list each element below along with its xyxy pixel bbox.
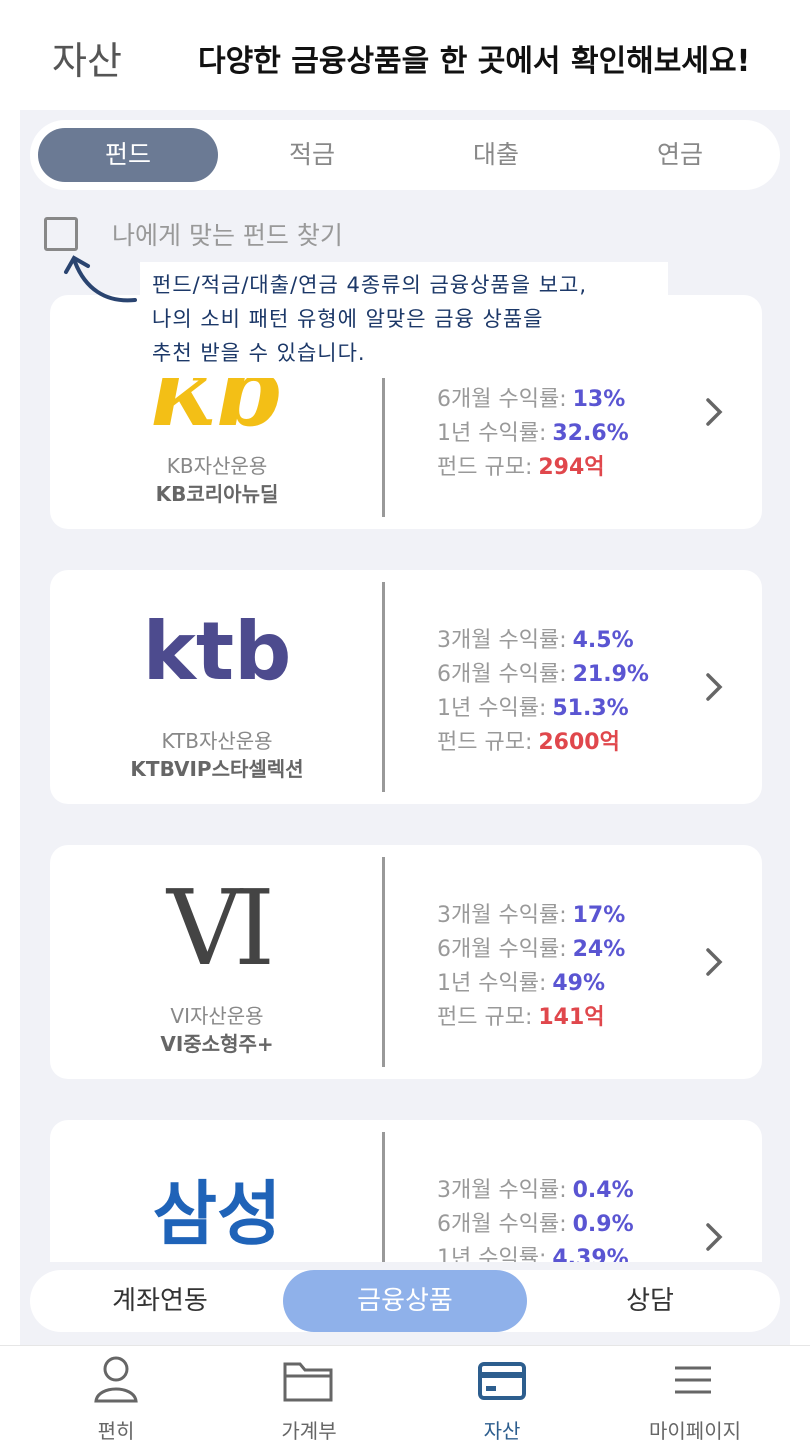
annotation-line: 펀드/적금/대출/연금 4종류의 금융상품을 보고, — [152, 273, 588, 297]
chevron[interactable] — [702, 670, 726, 704]
nav-item[interactable]: 가계부 — [209, 1345, 409, 1443]
stat-label: 펀드 규모: — [437, 455, 533, 480]
segment-control: 계좌연동 금융상품 상담 — [30, 1270, 780, 1332]
fund-stat: 3개월 수익률: 4.5% — [437, 622, 634, 654]
stat-value: 0.9% — [572, 1212, 634, 1237]
fund-stat: 1년 수익률: 32.6% — [437, 415, 629, 447]
nav-item[interactable]: 편히 — [16, 1345, 216, 1443]
chevron[interactable] — [702, 1220, 726, 1254]
stat-value: 32.6% — [552, 421, 629, 446]
stat-label: 6개월 수익률: — [437, 1212, 567, 1237]
nav-label: 편히 — [97, 1419, 135, 1443]
fund-logo: 삼성 — [152, 1173, 282, 1255]
filter-checkbox[interactable] — [44, 217, 78, 251]
fund-stat: 펀드 규모: 2600억 — [437, 724, 620, 756]
stat-label: 6개월 수익률: — [437, 387, 567, 412]
stat-label: 펀드 규모: — [437, 730, 533, 755]
fund-stat: 1년 수익률: 4.39% — [437, 1240, 629, 1262]
card-divider — [382, 857, 385, 1067]
fund-stat: 3개월 수익률: 0.4% — [437, 1172, 634, 1204]
stat-label: 6개월 수익률: — [437, 662, 567, 687]
fund-stat: 6개월 수익률: 0.9% — [437, 1206, 634, 1238]
fund-stat: 펀드 규모: 294억 — [437, 449, 605, 481]
fund-stat: 1년 수익률: 49% — [437, 965, 605, 997]
fund-name: VI중소형주+ — [160, 1032, 274, 1056]
stat-label: 6개월 수익률: — [437, 937, 567, 962]
fund-stat: 6개월 수익률: 21.9% — [437, 656, 649, 688]
nav-item[interactable]: 마이페이지 — [595, 1345, 795, 1443]
stat-label: 1년 수익률: — [437, 696, 547, 721]
fund-company: VI자산운용 — [170, 1004, 264, 1028]
fund-stat: 6개월 수익률: 24% — [437, 931, 625, 963]
annotation-arrow — [64, 255, 137, 303]
filter-label[interactable]: 나에게 맞는 펀드 찾기 — [112, 221, 343, 250]
stat-value: 13% — [572, 387, 626, 412]
nav-icon-folder — [283, 1362, 333, 1402]
nav-divider — [0, 1345, 810, 1346]
stat-label: 펀드 규모: — [437, 1005, 533, 1030]
fund-stat: 3개월 수익률: 17% — [437, 897, 625, 929]
stat-value: 0.4% — [572, 1178, 634, 1203]
fund-list: kbKB자산운용KB코리아뉴딜3개월 수익률:4.4%6개월 수익률:13%1년… — [20, 200, 790, 1262]
fund-stat: 1년 수익률: 51.3% — [437, 690, 629, 722]
nav-icon-person — [94, 1356, 138, 1403]
fund-logo: VI — [166, 867, 275, 989]
fund-company: KB자산운용 — [166, 454, 268, 478]
stat-value: 2600억 — [538, 730, 620, 755]
nav-item[interactable]: 자산 — [402, 1345, 602, 1443]
segment[interactable]: 계좌연동 — [112, 1286, 208, 1316]
fund-card[interactable]: ktb KTB자산운용 KTBVIP스타셀렉션 3개월 수익률: 4.5% 6개월 수익률… — [50, 570, 762, 804]
stat-value: 49% — [552, 971, 606, 996]
card-divider — [382, 582, 385, 792]
stat-label: 3개월 수익률: — [437, 903, 567, 928]
stat-label: 1년 수익률: — [437, 421, 547, 446]
stat-value: 51.3% — [552, 696, 629, 721]
stat-value: 141억 — [538, 1005, 605, 1030]
fund-card[interactable]: VI VI자산운용 VI중소형주+ 3개월 수익률: 17% 6개월 수익률: 24% 1년 … — [50, 845, 762, 1079]
stat-value: 21.9% — [572, 662, 649, 687]
segment[interactable]: 상담 — [626, 1286, 674, 1316]
stat-value: 4.5% — [572, 628, 634, 653]
category-tab[interactable]: 펀드 — [38, 128, 218, 182]
category-tab[interactable]: 대출 — [472, 140, 519, 169]
chevron[interactable] — [702, 395, 726, 429]
chevron[interactable] — [702, 945, 726, 979]
card-divider — [382, 307, 385, 517]
fund-stat: 펀드 규모: 141억 — [437, 999, 605, 1031]
nav-label: 자산 — [483, 1419, 521, 1443]
annotation-line: 나의 소비 패턴 유형에 알맞은 금융 상품을 — [152, 307, 544, 331]
fund-card[interactable]: 삼성 3개월 수익률: 0.4% 6개월 수익률: 0.9% 1년 수익률: 4.39% — [50, 1120, 762, 1262]
stat-value: 4.39% — [552, 1246, 629, 1262]
fund-logo: ktb — [142, 605, 292, 698]
fund-company: KTB자산운용 — [161, 729, 273, 753]
category-tabs: 펀드 적금 대출 연금 — [30, 120, 780, 190]
stat-value: 24% — [572, 937, 626, 962]
fund-name: KB코리아뉴딜 — [155, 482, 279, 506]
category-tab[interactable]: 연금 — [656, 140, 703, 169]
stat-label: 3개월 수익률: — [437, 628, 567, 653]
stat-label: 3개월 수익률: — [437, 1178, 567, 1203]
stat-value: 294억 — [538, 455, 605, 480]
stat-value: 17% — [572, 903, 626, 928]
fund-stat: 6개월 수익률: 13% — [437, 381, 625, 413]
header-caption: 다양한 금융상품을 한 곳에서 확인해보세요! — [198, 44, 751, 79]
segment[interactable]: 금융상품 — [283, 1270, 527, 1332]
annotation: 펀드/적금/대출/연금 4종류의 금융상품을 보고, 나의 소비 패턴 유형에 알… — [140, 262, 668, 378]
fund-name: KTBVIP스타셀렉션 — [130, 757, 304, 781]
nav-label: 마이페이지 — [649, 1419, 741, 1443]
card-divider — [382, 1132, 385, 1262]
nav-icon-card — [478, 1362, 526, 1400]
annotation-line: 추천 받을 수 있습니다. — [152, 341, 366, 365]
nav-label: 가계부 — [281, 1419, 337, 1443]
stat-label: 1년 수익률: — [437, 971, 547, 996]
page-title: 자산 — [52, 39, 122, 83]
nav-icon-menu — [675, 1366, 711, 1394]
category-tab[interactable]: 적금 — [288, 140, 335, 169]
stat-label: 1년 수익률: — [437, 1246, 547, 1262]
